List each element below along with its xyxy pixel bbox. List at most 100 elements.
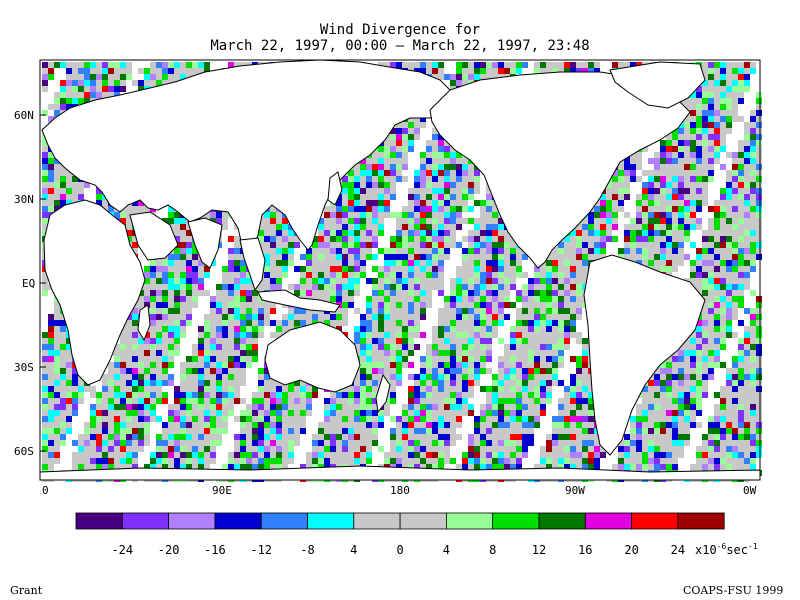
divergence-cell	[726, 230, 732, 236]
divergence-cell	[636, 194, 642, 200]
divergence-cell	[738, 254, 744, 260]
divergence-cell	[450, 224, 456, 230]
divergence-cell	[354, 338, 360, 344]
divergence-cell	[180, 218, 186, 224]
divergence-cell	[390, 194, 396, 200]
divergence-cell	[300, 254, 306, 260]
divergence-cell	[708, 68, 714, 74]
divergence-cell	[678, 140, 684, 146]
divergence-cell	[492, 206, 498, 212]
divergence-cell	[594, 206, 600, 212]
divergence-cell	[576, 296, 582, 302]
divergence-cell	[696, 206, 702, 212]
divergence-cell	[456, 152, 462, 158]
divergence-cell	[372, 224, 378, 230]
divergence-cell	[480, 278, 486, 284]
divergence-cell	[438, 146, 444, 152]
divergence-cell	[168, 314, 174, 320]
divergence-cell	[108, 74, 114, 80]
divergence-cell	[162, 80, 168, 86]
divergence-cell	[300, 266, 306, 272]
divergence-cell	[492, 278, 498, 284]
divergence-cell	[396, 302, 402, 308]
divergence-cell	[390, 164, 396, 170]
divergence-cell	[732, 170, 738, 176]
divergence-cell	[510, 332, 516, 338]
divergence-cell	[396, 230, 402, 236]
divergence-cell	[696, 278, 702, 284]
divergence-cell	[630, 170, 636, 176]
divergence-cell	[756, 224, 762, 230]
divergence-cell	[510, 338, 516, 344]
divergence-cell	[672, 218, 678, 224]
divergence-cell	[696, 110, 702, 116]
divergence-cell	[474, 302, 480, 308]
divergence-cell	[462, 62, 468, 68]
divergence-cell	[498, 62, 504, 68]
divergence-cell	[672, 194, 678, 200]
divergence-cell	[324, 254, 330, 260]
divergence-cell	[42, 188, 48, 194]
divergence-cell	[438, 206, 444, 212]
divergence-cell	[252, 314, 258, 320]
divergence-cell	[306, 254, 312, 260]
divergence-cell	[48, 314, 54, 320]
divergence-cell	[276, 248, 282, 254]
divergence-cell	[756, 242, 762, 248]
divergence-cell	[660, 158, 666, 164]
divergence-cell	[390, 284, 396, 290]
divergence-cell	[636, 158, 642, 164]
divergence-cell	[222, 290, 228, 296]
divergence-cell	[414, 170, 420, 176]
divergence-cell	[402, 332, 408, 338]
divergence-cell	[372, 344, 378, 350]
divergence-cell	[756, 200, 762, 206]
divergence-cell	[732, 332, 738, 338]
divergence-cell	[456, 206, 462, 212]
divergence-cell	[378, 332, 384, 338]
divergence-cell	[126, 62, 132, 68]
divergence-cell	[438, 314, 444, 320]
divergence-cell	[330, 278, 336, 284]
divergence-cell	[444, 218, 450, 224]
divergence-cell	[708, 218, 714, 224]
divergence-cell	[180, 314, 186, 320]
divergence-cell	[576, 332, 582, 338]
divergence-cell	[750, 254, 756, 260]
divergence-cell	[450, 302, 456, 308]
divergence-cell	[402, 164, 408, 170]
divergence-cell	[396, 284, 402, 290]
divergence-cell	[360, 182, 366, 188]
divergence-cell	[498, 260, 504, 266]
divergence-cell	[744, 284, 750, 290]
divergence-cell	[594, 224, 600, 230]
divergence-cell	[396, 146, 402, 152]
divergence-cell	[348, 170, 354, 176]
divergence-cell	[468, 242, 474, 248]
divergence-cell	[414, 242, 420, 248]
divergence-cell	[738, 212, 744, 218]
divergence-cell	[42, 146, 48, 152]
divergence-cell	[426, 260, 432, 266]
divergence-cell	[42, 194, 48, 200]
divergence-cell	[642, 188, 648, 194]
divergence-cell	[486, 242, 492, 248]
divergence-cell	[114, 80, 120, 86]
divergence-cell	[240, 62, 246, 68]
divergence-cell	[648, 194, 654, 200]
divergence-cell	[456, 182, 462, 188]
divergence-cell	[72, 176, 78, 182]
divergence-cell	[738, 248, 744, 254]
divergence-cell	[690, 338, 696, 344]
divergence-cell	[216, 218, 222, 224]
divergence-cell	[234, 338, 240, 344]
divergence-cell	[456, 170, 462, 176]
divergence-cell	[342, 236, 348, 242]
divergence-cell	[132, 80, 138, 86]
divergence-cell	[282, 320, 288, 326]
divergence-cell	[378, 284, 384, 290]
divergence-cell	[360, 326, 366, 332]
divergence-cell	[402, 236, 408, 242]
divergence-cell	[558, 284, 564, 290]
divergence-cell	[564, 260, 570, 266]
